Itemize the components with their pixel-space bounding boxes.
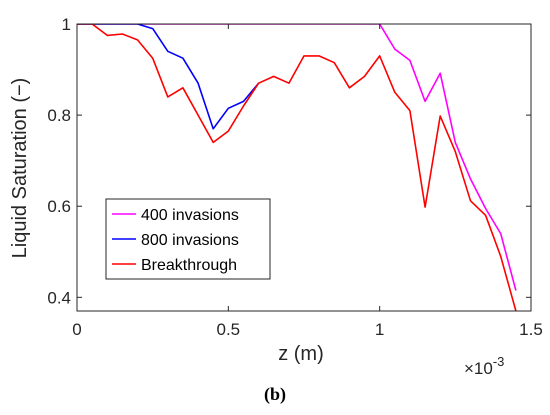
legend-label-1: 800 invasions [141, 232, 239, 249]
x-tick-label: 0 [72, 320, 81, 339]
series-line-2 [77, 24, 517, 311]
legend-label-2: Breakthrough [141, 257, 237, 274]
x-tick-label: 1 [375, 320, 384, 339]
x-axis-multiplier-exponent: -3 [493, 354, 505, 369]
legend-label-0: 400 invasions [141, 207, 239, 224]
legend: 400 invasions 800 invasions Breakthrough [105, 198, 271, 280]
x-axis-multiplier: ×10-3 [464, 354, 504, 378]
x-tick-label: 1.5 [519, 320, 543, 339]
y-axis-label: Liquid Saturation (−) [9, 78, 31, 259]
series-line-0 [77, 24, 517, 291]
y-tick-label: 0.8 [47, 106, 71, 125]
x-axis-label: z (m) [278, 343, 324, 365]
series-line-1 [77, 24, 260, 130]
y-tick-label: 0.6 [47, 197, 71, 216]
axis-ticks: 0 0.5 1 1.5 0.4 0.6 0.8 1 [47, 15, 542, 339]
x-tick-label: 0.5 [217, 320, 241, 339]
figure-caption: (b) [264, 384, 286, 405]
x-axis-multiplier-base: ×10 [464, 359, 493, 378]
plot-frame [76, 23, 532, 312]
y-tick-label: 0.4 [47, 288, 71, 307]
y-tick-label: 1 [62, 15, 71, 34]
series-lines [77, 24, 517, 311]
